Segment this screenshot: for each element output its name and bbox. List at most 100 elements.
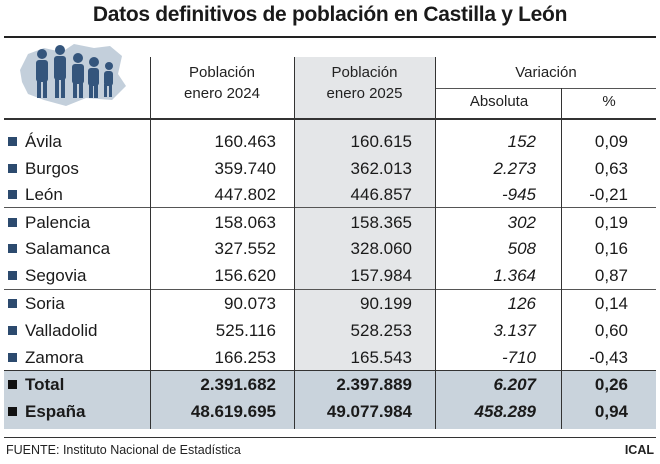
population-2025-cell: 157.984	[350, 266, 412, 285]
population-2024-cell: 2.391.682	[200, 375, 276, 394]
column-rule-3	[435, 57, 436, 429]
bullet-square-icon	[8, 271, 17, 280]
bullet-square-icon	[8, 407, 17, 416]
variation-percent-cell: 0,94	[594, 402, 628, 421]
bullet-square-icon	[8, 353, 17, 362]
variation-absolute-cell: -945	[501, 185, 536, 204]
province-name: Segovia	[8, 263, 86, 289]
column-rule-2	[294, 57, 295, 429]
header-percent: %	[602, 93, 616, 110]
bullet-square-icon	[8, 244, 17, 253]
header-population-2025: Población enero 2025	[294, 62, 435, 104]
header-2025-line2: enero 2025	[326, 85, 403, 102]
variation-percent-cell: 0,14	[594, 294, 628, 313]
variation-percent-cell: 0,26	[594, 375, 628, 394]
variation-percent-cell: -0,43	[589, 348, 628, 367]
row-label: Salamanca	[25, 239, 111, 258]
header-2024-line1: Población	[189, 64, 255, 81]
population-2024-cell: 447.802	[214, 185, 276, 204]
population-2025-cell: 49.077.984	[326, 402, 412, 421]
population-2025-cell: 90.199	[360, 294, 412, 313]
province-name: Salamanca	[8, 236, 110, 262]
variation-percent-cell: 0,87	[594, 266, 628, 285]
variation-absolute-cell: 302	[507, 213, 536, 232]
header-2024-line2: enero 2024	[184, 85, 260, 102]
footer-source: FUENTE: Instituto Nacional de Estadístic…	[6, 443, 241, 457]
province-name: León	[8, 182, 63, 208]
row-label: Total	[25, 375, 65, 394]
row-label: Zamora	[25, 348, 84, 367]
row-label: Burgos	[25, 159, 79, 178]
variation-absolute-cell: 2.273	[493, 159, 536, 178]
variation-absolute-cell: 152	[507, 132, 536, 151]
population-2025-cell: 362.013	[350, 159, 412, 178]
population-2024-cell: 158.063	[214, 213, 276, 232]
row-label: León	[25, 185, 63, 204]
group-rule-1	[4, 207, 656, 208]
variation-absolute-cell: 458.289	[474, 402, 536, 421]
province-name: Soria	[8, 291, 65, 317]
variation-percent-cell: 0,63	[594, 159, 628, 178]
header-bottom-rule	[4, 118, 656, 120]
page-title: Datos definitivos de población en Castil…	[92, 3, 568, 26]
population-2024-cell: 90.073	[224, 294, 276, 313]
variation-subheader-rule	[436, 88, 656, 89]
variation-absolute-cell: 6.207	[493, 375, 536, 394]
population-2024-cell: 160.463	[214, 132, 276, 151]
row-label: Ávila	[25, 132, 62, 151]
province-name: Valladolid	[8, 318, 97, 344]
population-2025-cell: 528.253	[350, 321, 412, 340]
variation-percent-cell: 0,60	[594, 321, 628, 340]
header-2025-line1: Población	[331, 64, 398, 81]
province-name: Palencia	[8, 210, 90, 236]
column-rule-1	[150, 57, 151, 429]
header-population-2024: Población enero 2024	[150, 62, 294, 104]
variation-percent-cell: 0,19	[594, 213, 628, 232]
row-label: Palencia	[25, 213, 91, 232]
variation-absolute-cell: 508	[507, 239, 536, 258]
variation-percent-cell: -0,21	[589, 185, 628, 204]
total-row-label: España	[8, 399, 85, 425]
population-2025-cell: 2.397.889	[336, 375, 412, 394]
population-2024-cell: 48.619.695	[190, 402, 276, 421]
population-2025-cell: 160.615	[350, 132, 412, 151]
footer-divider	[4, 437, 656, 438]
population-2025-cell: 328.060	[350, 239, 412, 258]
totals-top-rule	[4, 370, 656, 371]
totals-shading	[4, 371, 656, 429]
bullet-square-icon	[8, 380, 17, 389]
total-row-label: Total	[8, 372, 64, 398]
province-name: Ávila	[8, 129, 62, 155]
bullet-square-icon	[8, 299, 17, 308]
header-variation: Variación	[515, 64, 577, 81]
row-label: Valladolid	[25, 321, 98, 340]
province-name: Zamora	[8, 345, 84, 371]
variation-absolute-cell: 126	[507, 294, 536, 313]
group-rule-2	[4, 289, 656, 290]
population-2024-cell: 156.620	[214, 266, 276, 285]
population-2024-cell: 359.740	[214, 159, 276, 178]
bullet-square-icon	[8, 218, 17, 227]
title-divider	[4, 36, 656, 38]
variation-percent-cell: 0,09	[594, 132, 628, 151]
variation-absolute-cell: 3.137	[493, 321, 536, 340]
bullet-square-icon	[8, 190, 17, 199]
row-label: España	[25, 402, 86, 421]
bullet-square-icon	[8, 164, 17, 173]
bullet-square-icon	[8, 326, 17, 335]
footer-agency: ICAL	[624, 443, 654, 457]
population-2024-cell: 327.552	[214, 239, 276, 258]
population-2024-cell: 166.253	[214, 348, 276, 367]
column-2025-shading	[294, 57, 435, 370]
variation-absolute-cell: -710	[501, 348, 536, 367]
province-name: Burgos	[8, 156, 79, 182]
population-2024-cell: 525.116	[215, 321, 276, 340]
population-2025-cell: 158.365	[350, 213, 412, 232]
population-2025-cell: 446.857	[350, 185, 412, 204]
population-2025-cell: 165.543	[350, 348, 412, 367]
row-label: Segovia	[25, 266, 87, 285]
row-label: Soria	[25, 294, 65, 313]
variation-percent-cell: 0,16	[594, 239, 628, 258]
people-map-icon	[14, 40, 134, 110]
variation-absolute-cell: 1.364	[493, 266, 536, 285]
